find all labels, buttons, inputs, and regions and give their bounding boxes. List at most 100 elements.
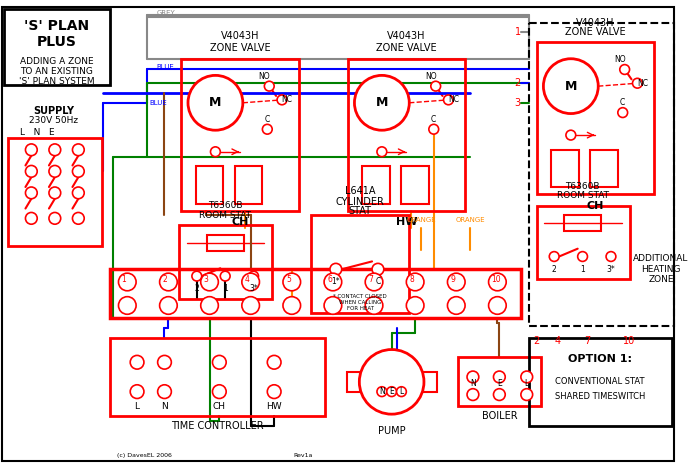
Text: C: C	[620, 98, 625, 107]
Bar	[346, 372, 360, 392]
Circle shape	[444, 95, 453, 105]
Text: * CONTACT CLOSED: * CONTACT CLOSED	[333, 294, 387, 299]
Circle shape	[324, 297, 342, 314]
Text: CYLINDER: CYLINDER	[336, 197, 385, 207]
Text: 3*: 3*	[607, 265, 615, 274]
Text: PLUS: PLUS	[37, 35, 77, 49]
Text: T6360B: T6360B	[565, 182, 600, 190]
Text: ZONE VALVE: ZONE VALVE	[210, 43, 270, 53]
Text: 'S' PLAN SYSTEM: 'S' PLAN SYSTEM	[19, 77, 95, 86]
Circle shape	[618, 108, 628, 117]
Circle shape	[578, 252, 587, 262]
Circle shape	[544, 59, 598, 114]
Text: V4043H: V4043H	[387, 31, 426, 41]
Text: 3*: 3*	[249, 285, 258, 293]
Bar	[311, 215, 409, 313]
Circle shape	[49, 187, 61, 199]
Text: 1: 1	[121, 275, 126, 284]
Bar	[110, 338, 325, 416]
Text: 3: 3	[515, 98, 521, 108]
Text: ZONE VALVE: ZONE VALVE	[565, 27, 626, 37]
Text: CH: CH	[213, 402, 226, 411]
Circle shape	[467, 389, 479, 401]
Circle shape	[372, 263, 384, 275]
Circle shape	[355, 75, 409, 130]
Text: CH: CH	[231, 217, 248, 227]
Text: 1*: 1*	[331, 278, 340, 286]
Circle shape	[241, 273, 259, 291]
Circle shape	[431, 81, 441, 91]
Circle shape	[72, 212, 84, 224]
Text: T6360B: T6360B	[208, 201, 242, 210]
Circle shape	[365, 273, 383, 291]
Text: C: C	[265, 115, 270, 124]
Circle shape	[267, 385, 281, 398]
Text: L: L	[135, 402, 139, 411]
Text: TO AN EXISTING: TO AN EXISTING	[20, 67, 93, 76]
Circle shape	[49, 166, 61, 177]
Circle shape	[157, 355, 171, 369]
Text: M: M	[209, 96, 221, 110]
Bar	[235, 167, 262, 204]
Text: NO: NO	[614, 55, 626, 64]
Text: E: E	[389, 387, 394, 396]
Text: 'S' PLAN: 'S' PLAN	[24, 20, 89, 33]
Bar	[196, 167, 224, 204]
Bar	[458, 358, 542, 406]
Text: 7: 7	[368, 275, 373, 284]
Bar	[181, 59, 299, 211]
Circle shape	[49, 212, 61, 224]
Text: 1: 1	[223, 285, 228, 293]
Text: E: E	[497, 379, 502, 388]
Circle shape	[213, 355, 226, 369]
Bar	[4, 9, 110, 85]
Text: 1: 1	[580, 265, 585, 274]
Circle shape	[620, 65, 629, 74]
Text: PUMP: PUMP	[378, 426, 406, 436]
Text: ROOM STAT: ROOM STAT	[557, 191, 609, 200]
Circle shape	[467, 371, 479, 383]
Text: L641A: L641A	[345, 186, 375, 196]
Text: NC: NC	[448, 95, 459, 104]
Text: 3: 3	[204, 275, 208, 284]
Text: ROOM STAT: ROOM STAT	[199, 211, 251, 220]
Text: TIME CONTROLLER: TIME CONTROLLER	[171, 421, 264, 431]
Text: NC: NC	[637, 79, 648, 88]
Circle shape	[489, 273, 506, 291]
Text: 10: 10	[624, 336, 635, 346]
Text: STAT: STAT	[349, 206, 372, 217]
Circle shape	[49, 144, 61, 156]
Text: HW: HW	[395, 217, 417, 227]
Text: L: L	[524, 379, 529, 388]
Circle shape	[26, 187, 37, 199]
Bar	[402, 167, 429, 204]
Bar	[179, 225, 272, 299]
Text: C: C	[375, 278, 381, 286]
Bar	[551, 150, 579, 187]
Text: CONVENTIONAL STAT: CONVENTIONAL STAT	[555, 377, 645, 387]
Circle shape	[248, 271, 259, 281]
Text: L: L	[400, 387, 404, 396]
Circle shape	[159, 297, 177, 314]
Circle shape	[157, 385, 171, 398]
Text: SUPPLY: SUPPLY	[33, 106, 75, 116]
Text: 2: 2	[163, 275, 167, 284]
Circle shape	[377, 147, 387, 157]
Text: L   N   E: L N E	[20, 128, 55, 137]
Text: Rev1a: Rev1a	[294, 453, 313, 458]
Circle shape	[26, 166, 37, 177]
Text: BLUE: BLUE	[150, 100, 168, 106]
Text: WHEN CALLING: WHEN CALLING	[339, 300, 382, 305]
Text: (c) DavesEL 2006: (c) DavesEL 2006	[117, 453, 172, 458]
Circle shape	[633, 78, 642, 88]
Text: BOILER: BOILER	[482, 411, 518, 421]
Circle shape	[72, 166, 84, 177]
Circle shape	[359, 350, 424, 414]
Text: 5: 5	[286, 275, 290, 284]
Circle shape	[210, 147, 220, 157]
Circle shape	[119, 273, 136, 291]
Circle shape	[606, 252, 616, 262]
Circle shape	[283, 273, 301, 291]
Circle shape	[397, 387, 406, 396]
Text: ADDING A ZONE: ADDING A ZONE	[20, 57, 94, 66]
